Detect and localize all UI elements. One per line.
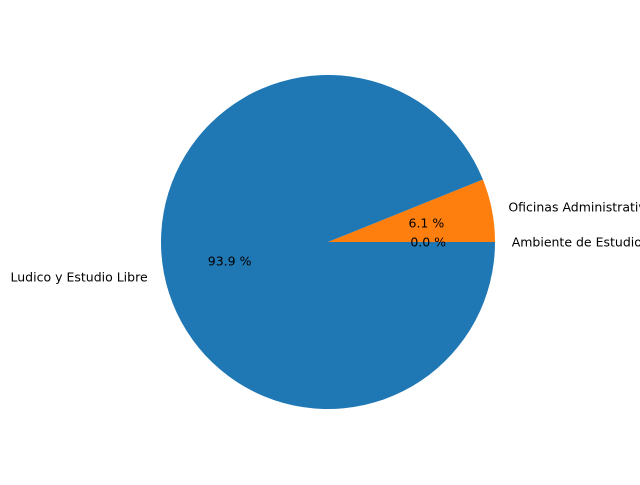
slice-label-ludico-y-estudio-libre: Ludico y Estudio Libre — [11, 269, 148, 284]
slice-pct-ludico-y-estudio-libre: 93.9 % — [208, 254, 252, 269]
slice-pct-oficinas-administrativas: 6.1 % — [409, 215, 445, 230]
pie-slice-ludico-y-estudio-libre — [161, 75, 495, 410]
pie-slices — [161, 75, 495, 410]
pie-labels: Ambiente de Estudio 0.0 % Oficinas Adminis… — [11, 200, 640, 285]
slice-label-oficinas-administrativas: Oficinas Administrativas — [508, 200, 640, 215]
slice-label-ambiente-de-estudio: Ambiente de Estudio — [512, 235, 640, 250]
pie-slice-oficinas-administrativas — [328, 179, 495, 242]
slice-pct-ambiente-de-estudio: 0.0 % — [410, 235, 446, 250]
